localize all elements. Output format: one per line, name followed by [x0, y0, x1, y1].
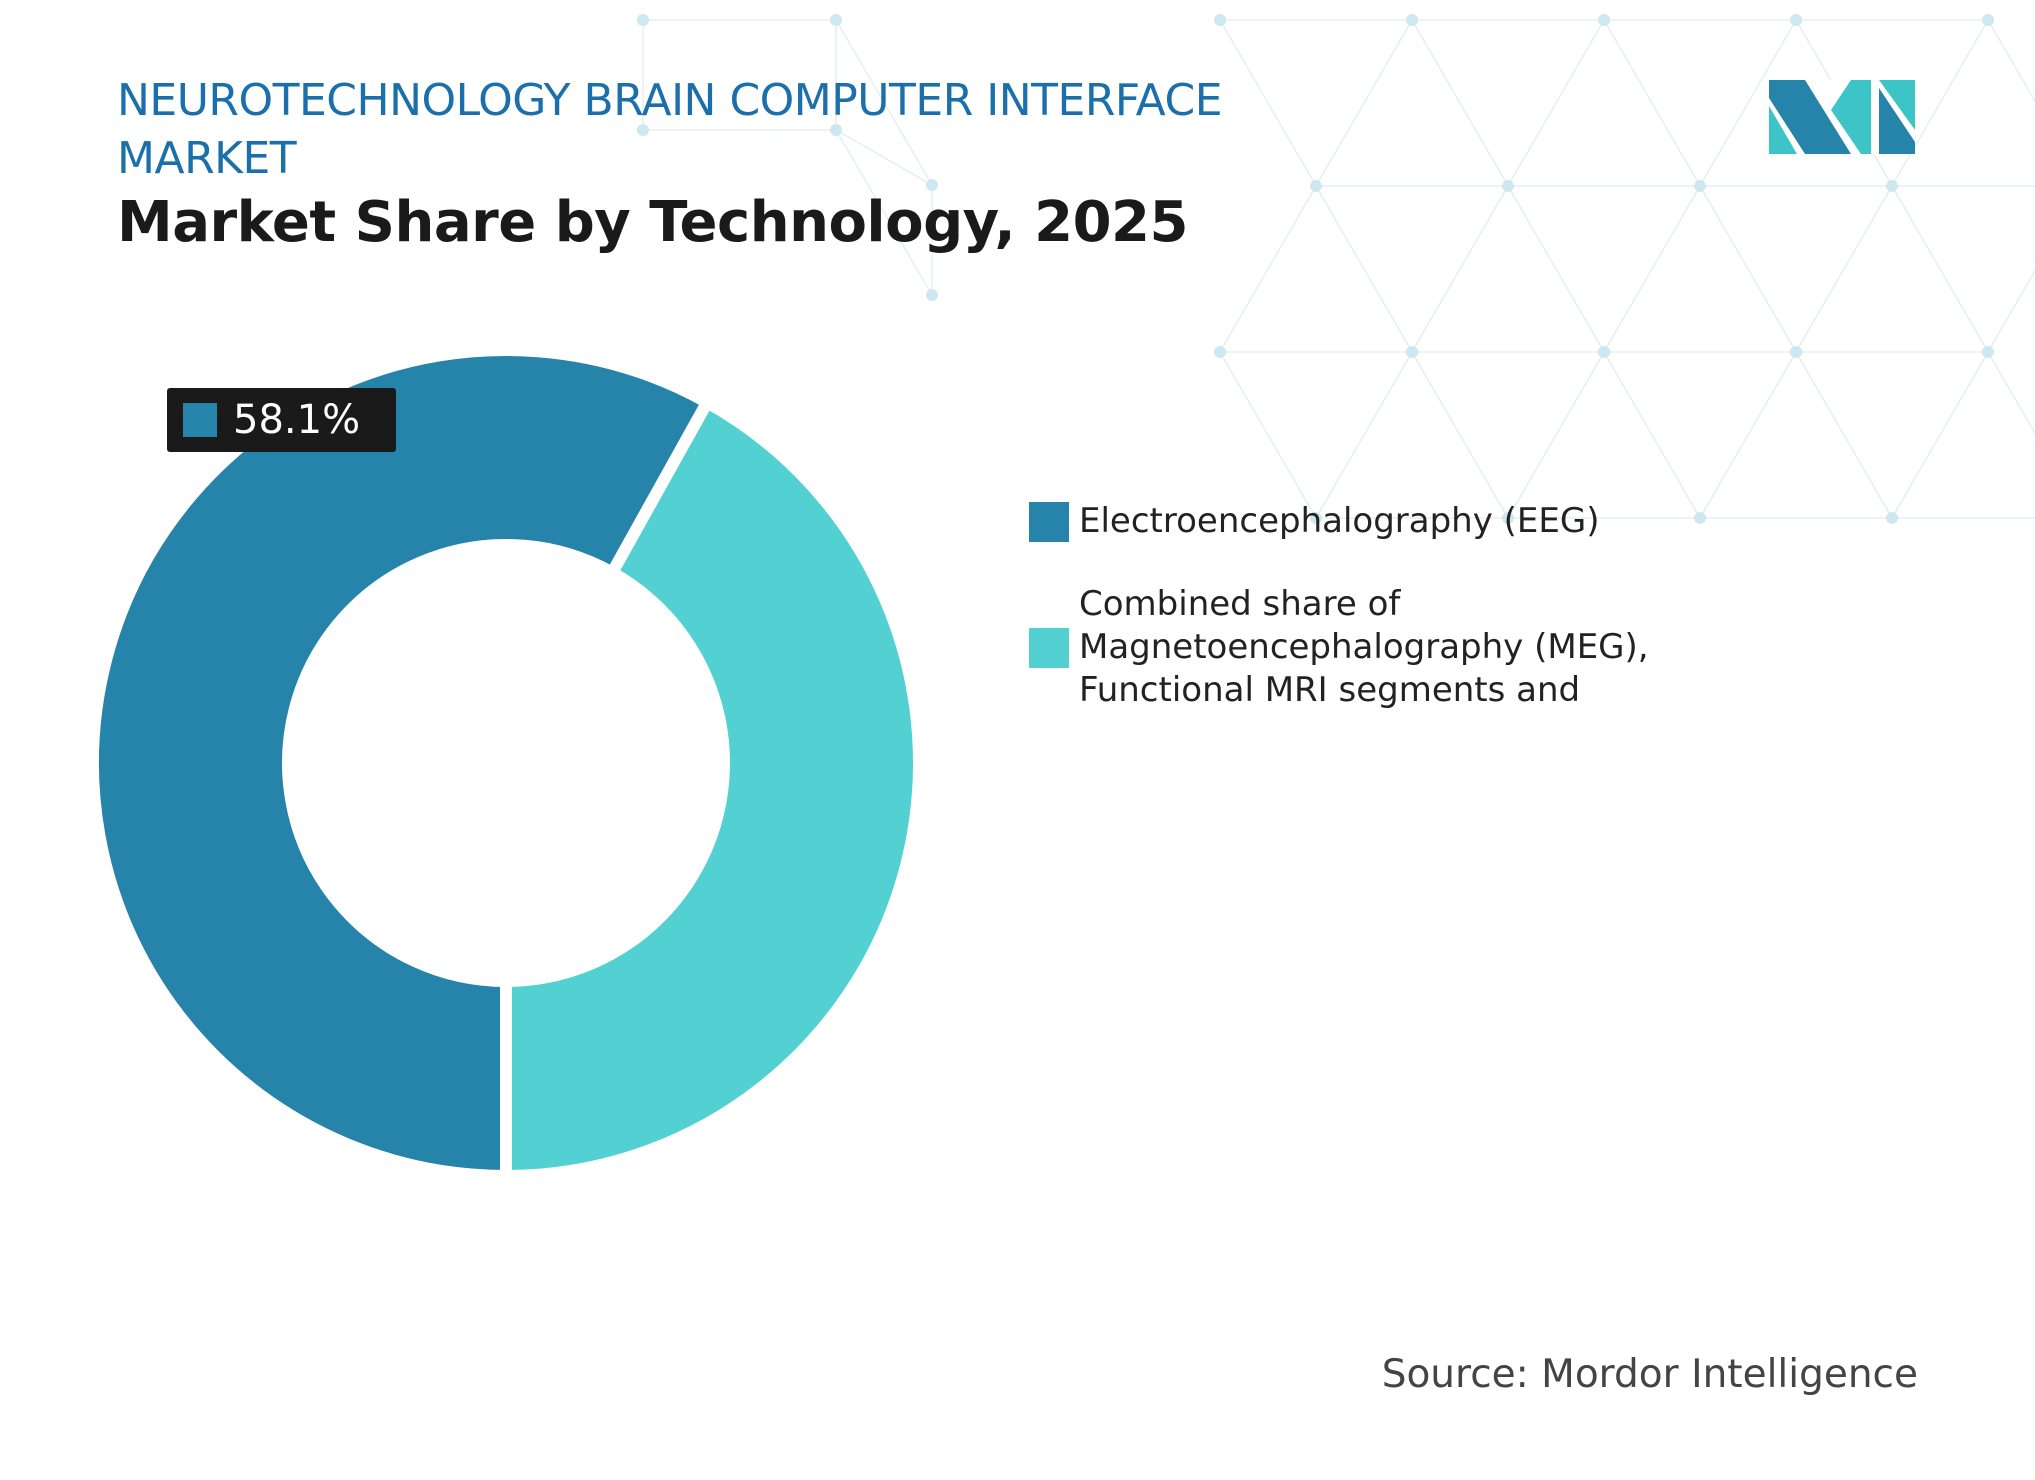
chart-subtitle: Market Share by Technology, 2025: [117, 190, 1188, 255]
legend: Electroencephalography (EEG) Combined sh…: [1029, 500, 1729, 752]
pattern-node: [1310, 512, 1322, 524]
donut-slice-1: [500, 394, 925, 1183]
source-note: Source: Mordor Intelligence: [1381, 1352, 1918, 1397]
mordor-logo: [1769, 80, 1915, 154]
pattern-node: [1694, 512, 1706, 524]
pattern-node: [1694, 180, 1706, 192]
pattern-node: [1886, 512, 1898, 524]
pattern-node: [1982, 14, 1994, 26]
pattern-node: [637, 124, 649, 136]
legend-swatch: [1029, 627, 1069, 668]
pattern-node: [1982, 346, 1994, 358]
label-value: 58.1%: [233, 397, 361, 443]
pattern-node: [1214, 346, 1226, 358]
pattern-node: [926, 179, 938, 191]
pattern-node: [1406, 14, 1418, 26]
pattern-node: [830, 14, 842, 26]
pattern-node: [1598, 346, 1610, 358]
pattern-node: [926, 289, 938, 301]
legend-item-eeg: Electroencephalography (EEG): [1029, 500, 1729, 543]
donut-slice-0: [87, 344, 716, 1183]
pattern-node: [1790, 14, 1802, 26]
chart-title: NEUROTECHNOLOGY BRAIN COMPUTER INTERFACE…: [117, 75, 1223, 184]
pattern-node: [1790, 346, 1802, 358]
pattern-node: [1502, 512, 1514, 524]
pattern-node: [1502, 180, 1514, 192]
pattern-node: [830, 124, 842, 136]
pattern-node: [1214, 14, 1226, 26]
legend-label: Electroencephalography (EEG): [1079, 501, 1600, 541]
data-label-eeg: 58.1%: [167, 388, 396, 452]
legend-item-combined: Combined share of Magnetoencephalography…: [1029, 583, 1729, 712]
legend-label: Combined share of Magnetoencephalography…: [1079, 584, 1649, 710]
pattern-node: [1886, 180, 1898, 192]
label-swatch: [183, 403, 217, 437]
pattern-node: [1406, 346, 1418, 358]
legend-swatch: [1029, 501, 1069, 542]
pattern-node: [1310, 180, 1322, 192]
pattern-node: [1598, 14, 1610, 26]
pattern-node: [637, 14, 649, 26]
